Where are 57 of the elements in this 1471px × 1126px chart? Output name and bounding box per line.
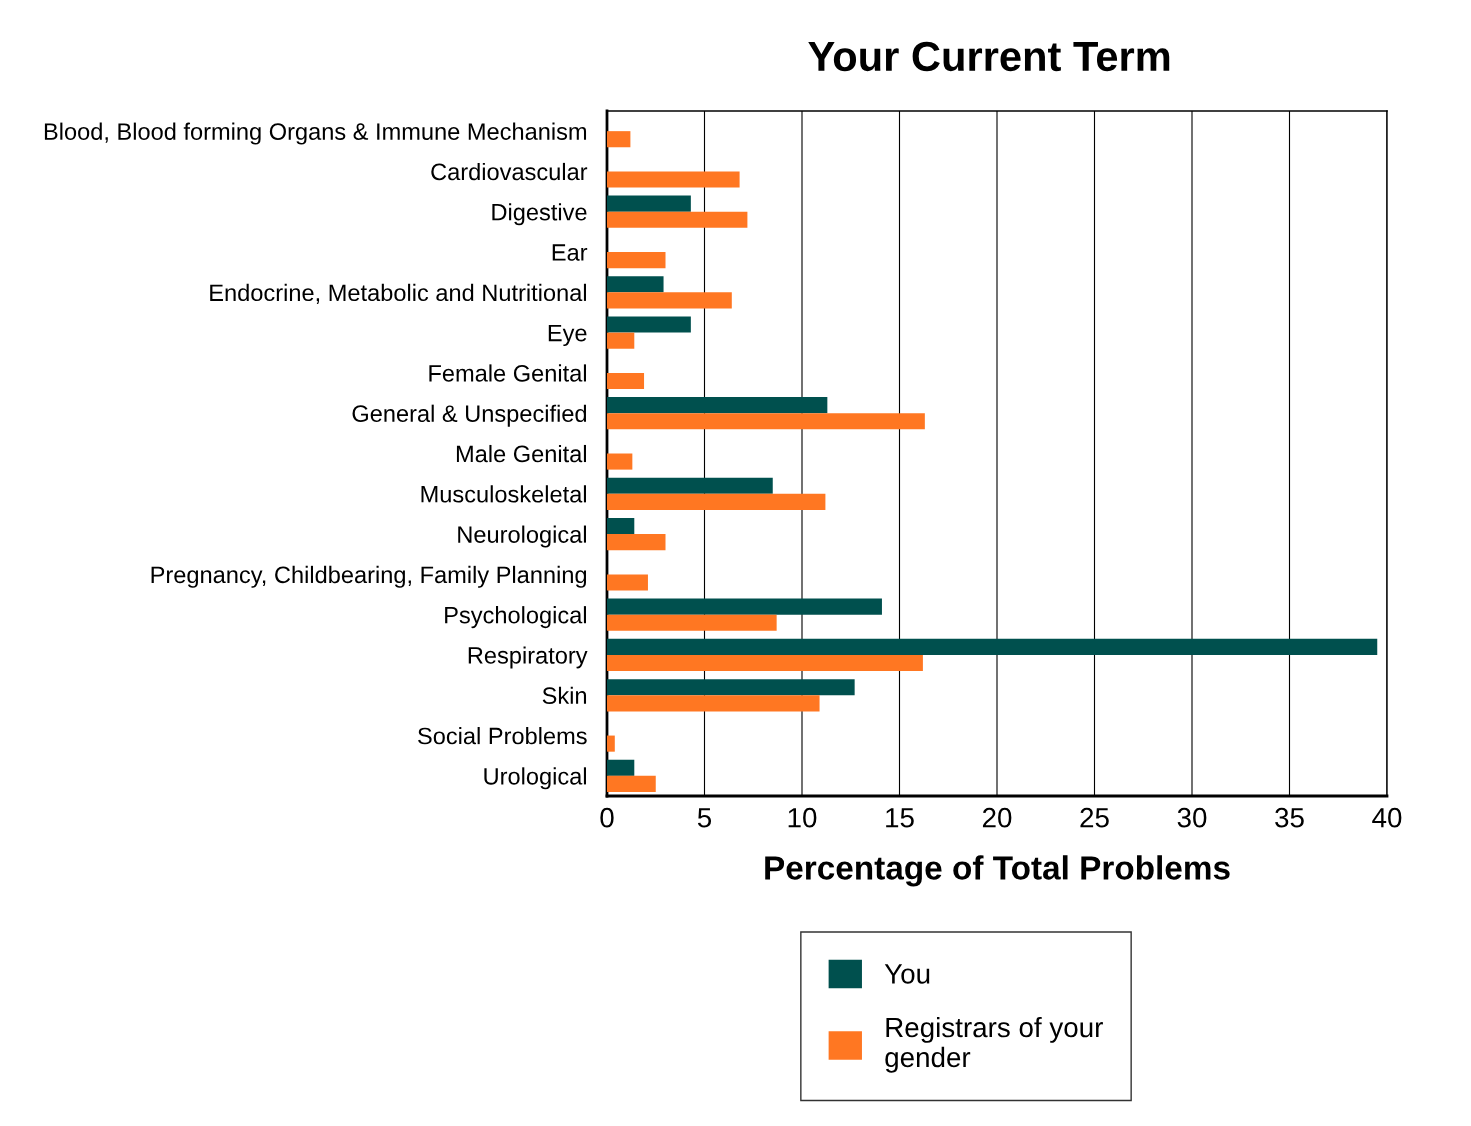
bar [607, 195, 691, 212]
x-tick-label: 15 [886, 808, 914, 828]
bar [607, 252, 666, 269]
x-tick-label: 5 [697, 808, 712, 828]
y-tick-label: General & Unspecified [352, 404, 587, 427]
y-tick-label: Social Problems [418, 727, 587, 745]
y-tick-label: Neurological [458, 525, 586, 548]
bar [607, 614, 777, 631]
x-tick-label: 25 [1080, 807, 1109, 828]
bar [607, 493, 826, 510]
y-tick-label: Blood, Blood forming Organs & Immune Mechanism [44, 122, 587, 145]
bar [607, 654, 923, 672]
bar [607, 759, 635, 776]
x-tick-label: 30 [1177, 807, 1207, 828]
y-tick-label: Pregnancy, Childbearing, Family Planning [151, 565, 587, 588]
y-tick-label: Digestive [492, 203, 587, 226]
bar [607, 292, 732, 309]
bar [607, 695, 820, 712]
bar [607, 316, 691, 333]
bar [607, 453, 633, 470]
bar [607, 477, 773, 494]
x-tick-label: 40 [1372, 807, 1402, 828]
bar [607, 332, 635, 349]
bar [607, 131, 631, 148]
bar [607, 679, 855, 696]
y-tick-label: Urological [484, 767, 586, 790]
y-tick-label: Musculoskeletal [421, 485, 586, 503]
chart-title: Your Current Term [808, 41, 1170, 72]
y-tick-label: Eye [548, 324, 587, 347]
x-tick-label: 0 [600, 807, 614, 828]
bar [607, 372, 645, 390]
bar [607, 534, 666, 551]
bar [607, 413, 925, 430]
bar [607, 574, 648, 591]
y-tick-label: Ear [552, 244, 588, 261]
bar [607, 598, 882, 615]
bar [607, 638, 1378, 655]
x-tick-label: 20 [982, 807, 1012, 828]
y-tick-label: Female Genital [429, 364, 586, 382]
y-tick-label: Cardiovascular [431, 162, 588, 181]
y-tick-label: Respiratory [468, 646, 588, 669]
y-tick-label: Skin [542, 686, 587, 705]
y-tick-label: Psychological [445, 606, 586, 629]
bar [607, 517, 635, 535]
x-tick-label: 10 [788, 807, 817, 828]
bar [607, 397, 828, 414]
bar [607, 775, 656, 792]
bar [607, 171, 740, 188]
y-tick-label: Male Genital [456, 444, 586, 463]
bar [607, 735, 615, 752]
x-axis-title: Percentage of Total Problems [765, 855, 1230, 887]
y-tick-label: Endocrine, Metabolic and Nutritional [210, 283, 586, 304]
x-tick-label: 35 [1275, 807, 1304, 828]
bar [607, 211, 748, 228]
bar [607, 276, 664, 293]
legend-label: Registrars of your gender [885, 1016, 1103, 1073]
legend-label: You [884, 964, 930, 984]
